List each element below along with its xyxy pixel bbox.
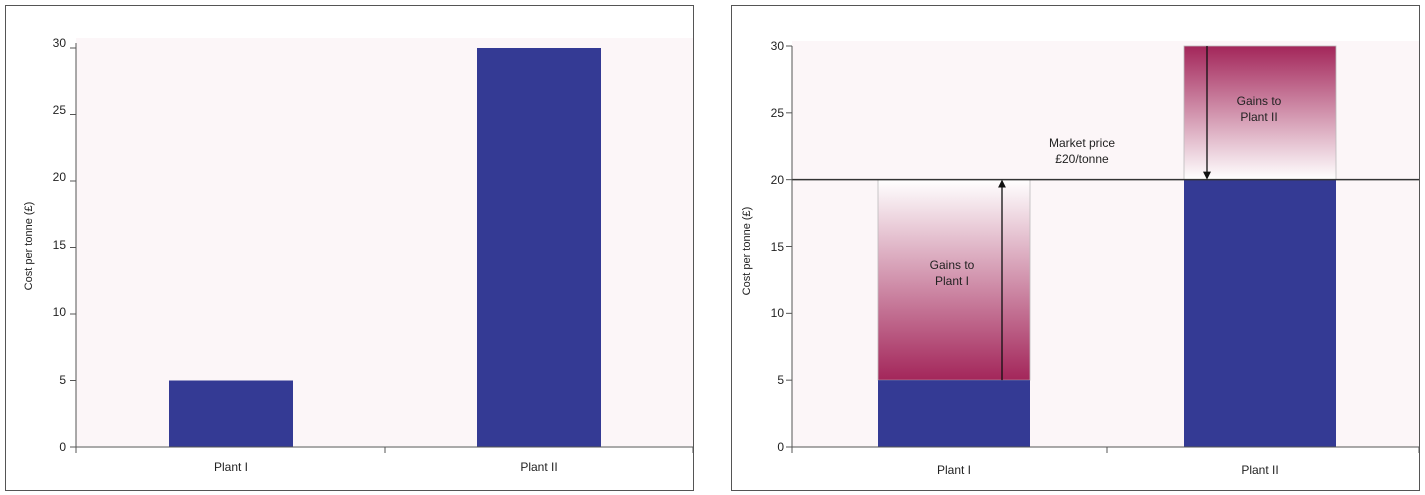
y-tick-label: 15 [771, 240, 785, 254]
y-tick-label: 0 [777, 440, 784, 454]
x-category-label: Plant I [214, 460, 248, 474]
y-tick-label: 20 [771, 173, 785, 187]
y-tick-label: 5 [777, 373, 784, 387]
y-tick-label: 30 [53, 36, 67, 50]
y-tick-label: 10 [771, 306, 785, 320]
x-category-label: Plant I [937, 463, 971, 477]
market-price-label: Market price [1049, 136, 1115, 150]
right-chart-panel: 0 5 10 15 20 25 30 Cost per tonne (£) Pl… [731, 5, 1420, 491]
market-price-label: £20/tonne [1055, 152, 1109, 166]
bar-plant-i [169, 380, 293, 447]
bar-plant-i [878, 380, 1030, 447]
gain-region-plant-ii [1183, 45, 1337, 181]
y-tick-label: 25 [771, 106, 785, 120]
bar-plant-ii [1184, 179, 1336, 447]
gain-region-plant-i [877, 179, 1031, 381]
y-tick-label: 5 [59, 373, 66, 387]
y-tick-label: 15 [53, 238, 67, 252]
left-chart: 0 5 10 15 20 25 30 Cost per tonne (£) Pl… [23, 36, 693, 474]
y-tick-label: 20 [53, 170, 67, 184]
y-tick-label: 30 [771, 39, 785, 53]
gains-plant1-label: Plant I [935, 274, 969, 288]
x-category-label: Plant II [520, 460, 557, 474]
y-tick-label: 10 [53, 305, 67, 319]
gains-plant1-label: Gains to [930, 258, 975, 272]
y-axis-title: Cost per tonne (£) [741, 207, 753, 296]
bar-plant-ii [477, 48, 601, 447]
gains-plant2-label: Plant II [1240, 110, 1277, 124]
x-category-label: Plant II [1241, 463, 1278, 477]
y-tick-label: 0 [59, 440, 66, 454]
y-tick-label: 25 [53, 103, 67, 117]
left-chart-panel: 0 5 10 15 20 25 30 Cost per tonne (£) Pl… [5, 5, 694, 491]
y-axis-title: Cost per tonne (£) [23, 202, 35, 291]
right-chart: 0 5 10 15 20 25 30 Cost per tonne (£) Pl… [741, 39, 1419, 477]
gains-plant2-label: Gains to [1237, 94, 1282, 108]
